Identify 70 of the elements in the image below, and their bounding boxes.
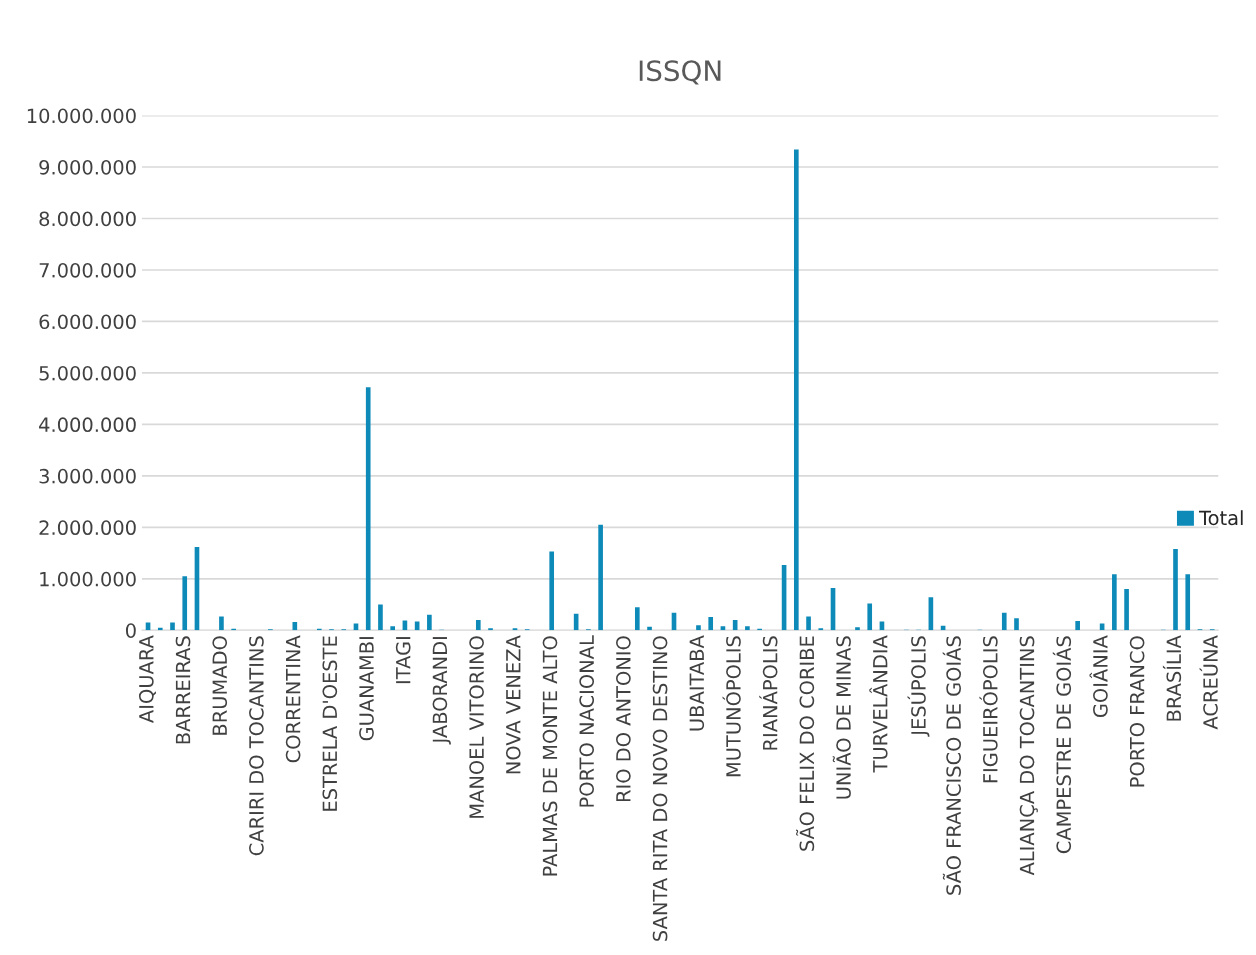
- bar: [745, 626, 750, 631]
- y-tick-label: 10.000.000: [27, 108, 136, 124]
- x-tick-label: TURVELÂNDIA: [869, 635, 888, 773]
- x-tick-label: BRUMADO: [212, 636, 228, 735]
- x-tick-label: AIQUARA: [138, 635, 156, 723]
- y-tick-label: 8.000.000: [39, 211, 136, 227]
- bar: [794, 149, 799, 631]
- x-tick-label: ACREÚNA: [1199, 635, 1218, 730]
- bar: [818, 628, 824, 631]
- x-tick-label: CARIRI DO TOCANTINS: [249, 636, 264, 856]
- x-tick-label: PALMAS DE MONTE ALTO: [542, 636, 558, 876]
- x-tick-label: CAMPESTRE DE GOIÁS: [1052, 636, 1072, 854]
- x-tick-label: SANTA RITA DO NOVO DESTINO: [652, 636, 668, 941]
- y-tick-label: 1.000.000: [40, 571, 136, 587]
- y-tick-label: 7.000.000: [39, 262, 136, 278]
- bar: [1075, 621, 1080, 631]
- bar: [219, 616, 224, 631]
- x-tick-label: BRASÍLIA: [1162, 635, 1182, 721]
- x-tick-label: FIGUEIRÓPOLIS: [979, 636, 998, 783]
- bar: [1014, 618, 1019, 631]
- x-tick-label: CORRENTINA: [285, 635, 301, 763]
- bar: [1173, 548, 1178, 631]
- x-tick-label: GUANAMBI: [359, 637, 374, 741]
- x-tick-label: NOVA VENEZA: [505, 635, 521, 774]
- bar: [1001, 612, 1007, 631]
- x-tick-label: GOIÂNIA: [1089, 635, 1108, 718]
- x-tick-label: ITAGI: [395, 637, 411, 684]
- x-tick-label: RIANÁPOLIS: [759, 636, 778, 750]
- y-tick-label: 6.000.000: [39, 314, 136, 330]
- bar: [806, 616, 811, 631]
- x-tick-label: SÃO FELIX DO CORIBE: [796, 636, 815, 851]
- bar: [708, 616, 714, 631]
- bar: [1124, 589, 1129, 631]
- y-tick-label: 5.000.000: [39, 365, 136, 381]
- x-tick-label: PORTO NACIONAL: [579, 635, 595, 807]
- bar: [170, 622, 175, 631]
- x-tick-label: MUTUNÓPOLIS: [722, 636, 741, 777]
- x-tick-label: RIO DO ANTONIO: [616, 636, 631, 802]
- bar: [855, 627, 860, 631]
- bar: [475, 620, 481, 631]
- bar: [365, 387, 371, 631]
- legend-label: Total: [1198, 510, 1243, 526]
- y-tick-label: 0: [125, 623, 136, 638]
- x-tick-label: SÃO FRANCISCO DE GOIÁS: [942, 636, 961, 895]
- bar: [1112, 574, 1117, 631]
- x-tick-label: BARREIRAS: [175, 636, 191, 744]
- x-tick-label: JABORANDI: [432, 637, 451, 745]
- bar: [549, 551, 555, 631]
- chart-title: ISSQN: [639, 60, 721, 85]
- y-tick-label: 4.000.000: [39, 417, 136, 433]
- bar: [696, 625, 701, 631]
- bar: [1185, 574, 1191, 631]
- bar: [598, 524, 603, 631]
- x-tick-label: UNIÃO DE MINAS: [832, 636, 851, 799]
- bar: [390, 626, 395, 631]
- y-tick-label: 2.000.000: [39, 520, 136, 536]
- y-tick-label: 3.000.000: [39, 468, 136, 484]
- bar: [634, 607, 640, 631]
- y-tick-label: 9.000.000: [39, 159, 136, 175]
- x-tick-label: MANOEL VITORINO: [469, 636, 484, 818]
- x-tick-label: ESTRELA D'OESTE: [322, 636, 338, 811]
- bar: [378, 604, 383, 631]
- bar: [488, 628, 493, 631]
- x-tick-label: JESÚPOLIS: [907, 636, 930, 737]
- x-tick-label: PORTO FRANCO: [1129, 636, 1145, 787]
- x-tick-label: UBAITABA: [689, 635, 705, 731]
- x-tick-label: ALIANÇA DO TOCANTINS: [1019, 636, 1038, 876]
- bar: [182, 576, 188, 631]
- bar: [867, 603, 873, 631]
- bar: [427, 614, 432, 631]
